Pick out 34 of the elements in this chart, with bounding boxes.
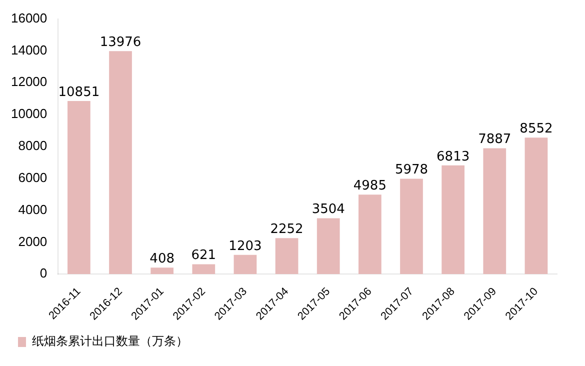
data-label: 2252: [270, 222, 304, 238]
data-label: 8552: [520, 122, 553, 137]
bar: [316, 218, 340, 274]
data-label: 3504: [312, 202, 345, 218]
bar: [483, 148, 506, 274]
data-label: 4985: [353, 178, 386, 194]
bar: [524, 138, 548, 274]
y-tick-label: 8000: [18, 138, 48, 154]
bar: [192, 264, 216, 274]
y-tick-label: 14000: [10, 42, 48, 58]
data-label: 5978: [394, 162, 428, 178]
bar: [109, 51, 132, 274]
data-label: 621: [191, 248, 216, 264]
y-tick-label: 2000: [18, 234, 48, 249]
data-label: 7887: [478, 132, 512, 148]
y-tick-label: 4000: [18, 202, 48, 217]
bar: [358, 194, 382, 274]
bar: [68, 100, 90, 274]
legend-label: 纸烟条累计出口数量（万条）: [32, 334, 188, 348]
y-tick-label: 12000: [10, 74, 48, 90]
bar: [234, 254, 257, 274]
y-tick-label: 10000: [10, 106, 48, 122]
data-label: 10851: [58, 84, 100, 100]
y-tick-label: 6000: [18, 170, 48, 185]
y-tick-label: 0: [40, 266, 48, 281]
bar: [442, 165, 465, 274]
data-label: 6813: [436, 149, 470, 164]
data-label: 13976: [100, 34, 142, 50]
y-tick-label: 16000: [10, 10, 48, 26]
bar: [400, 178, 423, 274]
data-label: 1203: [228, 238, 262, 254]
data-label: 408: [150, 251, 174, 266]
bar: [150, 268, 174, 274]
bar: [275, 238, 298, 274]
